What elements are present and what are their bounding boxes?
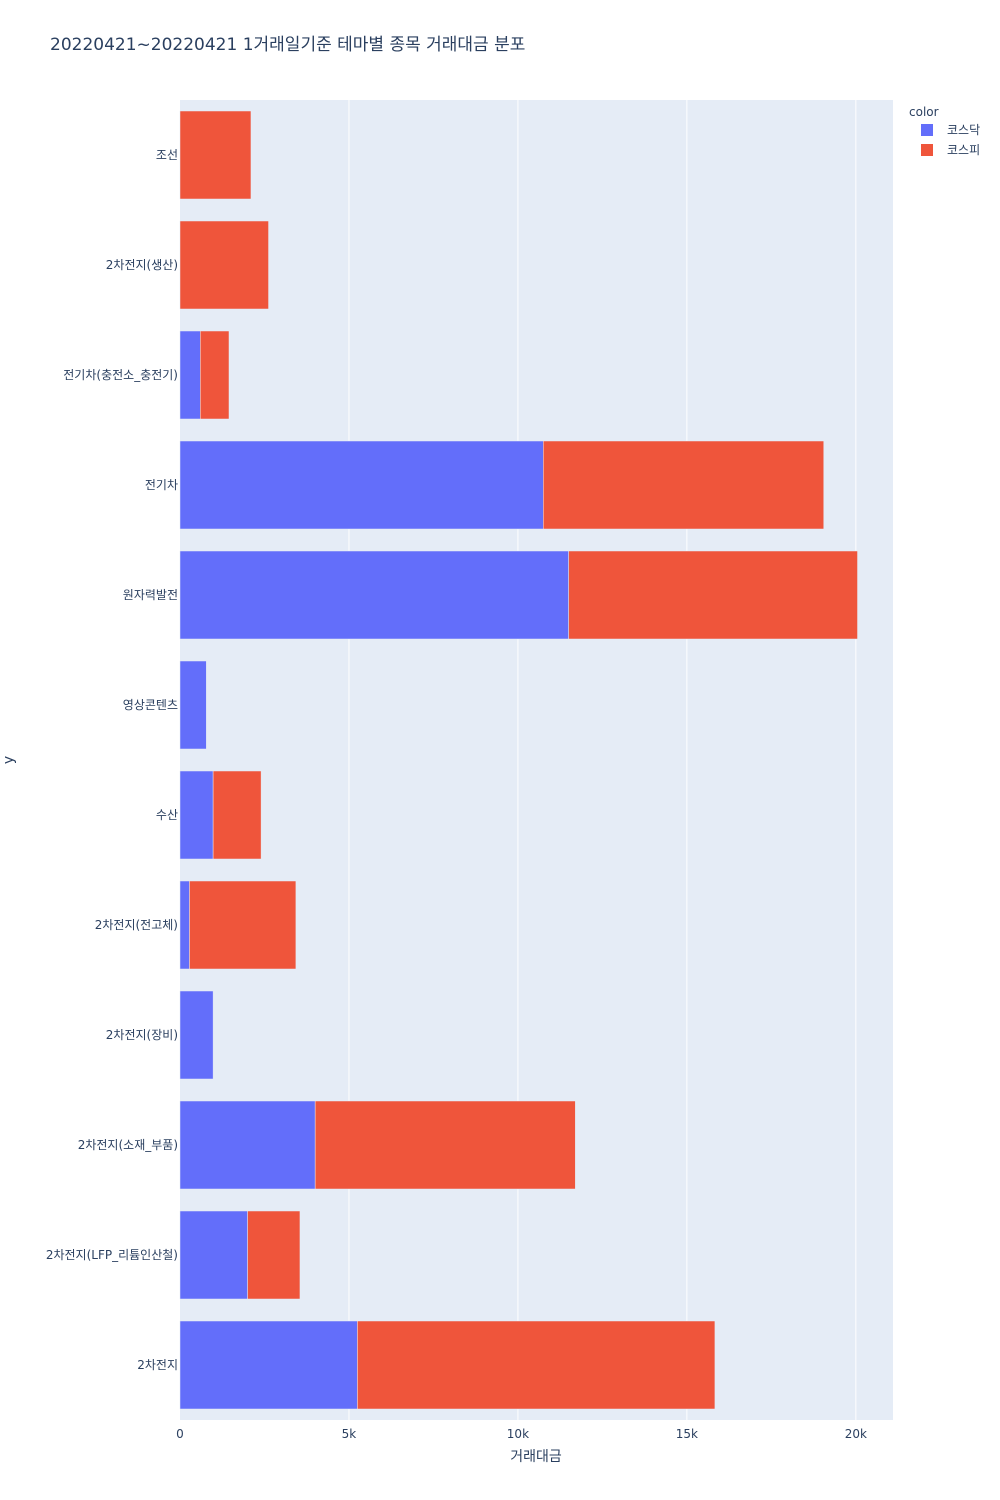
x-axis-title: 거래대금 [510, 1449, 562, 1465]
plot-area [180, 100, 893, 1420]
bar-0-5 [179, 660, 207, 750]
bar-0-10 [179, 1210, 248, 1300]
bar-1-10 [247, 1210, 301, 1300]
y-tick-label: 2차전지 [137, 1358, 178, 1372]
bar-1-9 [314, 1100, 576, 1190]
bar-1-11 [357, 1320, 716, 1410]
bar-0-6 [179, 770, 214, 860]
legend-title: color [909, 105, 939, 119]
bar-0-3 [179, 440, 544, 530]
x-tick-label: 10k [507, 1427, 529, 1441]
bar-1-7 [189, 880, 297, 970]
bar-0-4 [179, 550, 569, 640]
y-tick-label: 조선 [156, 148, 178, 162]
bar-0-7 [179, 880, 190, 970]
y-tick-label: 2차전지(장비) [106, 1028, 178, 1042]
legend-label[interactable]: 코스피 [947, 143, 980, 157]
gridlines [348, 100, 857, 1420]
x-tick-label: 0 [176, 1427, 184, 1441]
legend-label[interactable]: 코스닥 [947, 123, 980, 137]
chart-title: 20220421~20220421 1거래일기준 테마별 종목 거래대금 분포 [50, 35, 525, 55]
bar-0-11 [179, 1320, 358, 1410]
bar-0-9 [179, 1100, 316, 1190]
y-tick-label: 영상콘텐츠 [123, 698, 178, 712]
bar-1-2 [200, 330, 230, 420]
x-tick-label: 20k [845, 1427, 867, 1441]
bar-0-8 [179, 990, 214, 1080]
y-tick-label: 2차전지(LFP_리튬인산철) [46, 1248, 178, 1262]
bar-0-2 [179, 330, 201, 420]
x-tick-label: 5k [342, 1427, 357, 1441]
x-tick-labels: 0 5k 10k 15k 20k [176, 1427, 867, 1441]
y-tick-label: 전기차 [145, 478, 178, 492]
y-tick-label: 전기차(충전소_충전기) [63, 368, 178, 382]
y-tick-label: 2차전지(생산) [106, 258, 178, 272]
bar-1-0 [179, 110, 252, 200]
bar-1-1 [179, 220, 269, 310]
y-tick-label: 수산 [156, 808, 178, 822]
bar-1-3 [543, 440, 824, 530]
y-tick-label: 2차전지(소재_부품) [78, 1138, 178, 1152]
legend-swatch[interactable] [921, 124, 933, 136]
bars [179, 110, 858, 1410]
x-tick-label: 15k [676, 1427, 698, 1441]
y-axis-title: y [1, 756, 17, 764]
y-tick-label: 원자력발전 [123, 588, 178, 602]
legend-swatch[interactable] [921, 144, 933, 156]
bar-1-4 [568, 550, 858, 640]
y-tick-label: 2차전지(전고체) [95, 918, 178, 932]
bar-1-6 [212, 770, 262, 860]
